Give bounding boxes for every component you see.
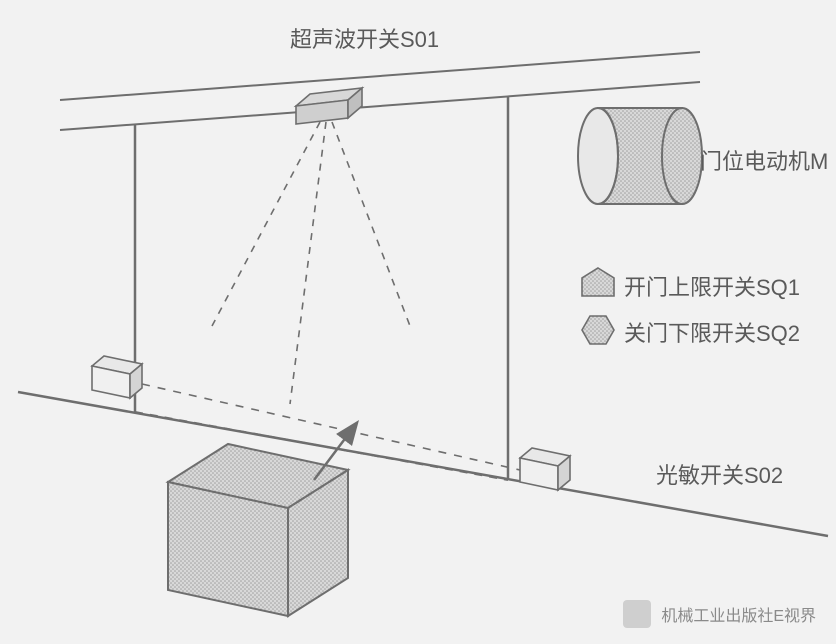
motor-cylinder: [578, 108, 702, 204]
footer-text: 机械工业出版社E视界: [661, 602, 816, 626]
legend-sq2-icon: [582, 316, 614, 344]
label-photo: 光敏开关S02: [656, 458, 783, 490]
label-motor: 门位电动机M: [700, 144, 828, 176]
label-ultrasonic: 超声波开关S01: [290, 22, 439, 54]
beam-2: [290, 122, 326, 404]
label-sq2: 关门下限开关SQ2: [624, 316, 800, 348]
photo-sensor-box: [520, 448, 570, 490]
ultrasonic-sensor: [296, 88, 362, 124]
label-sq1: 开门上限开关SQ1: [624, 270, 800, 302]
beam-3: [332, 122, 410, 326]
legend-sq1-icon: [582, 268, 614, 296]
left-sensor-box: [92, 356, 142, 398]
top-rail-far: [60, 52, 700, 100]
wechat-icon: [623, 600, 651, 628]
footer: 机械工业出版社E视界: [623, 600, 816, 628]
